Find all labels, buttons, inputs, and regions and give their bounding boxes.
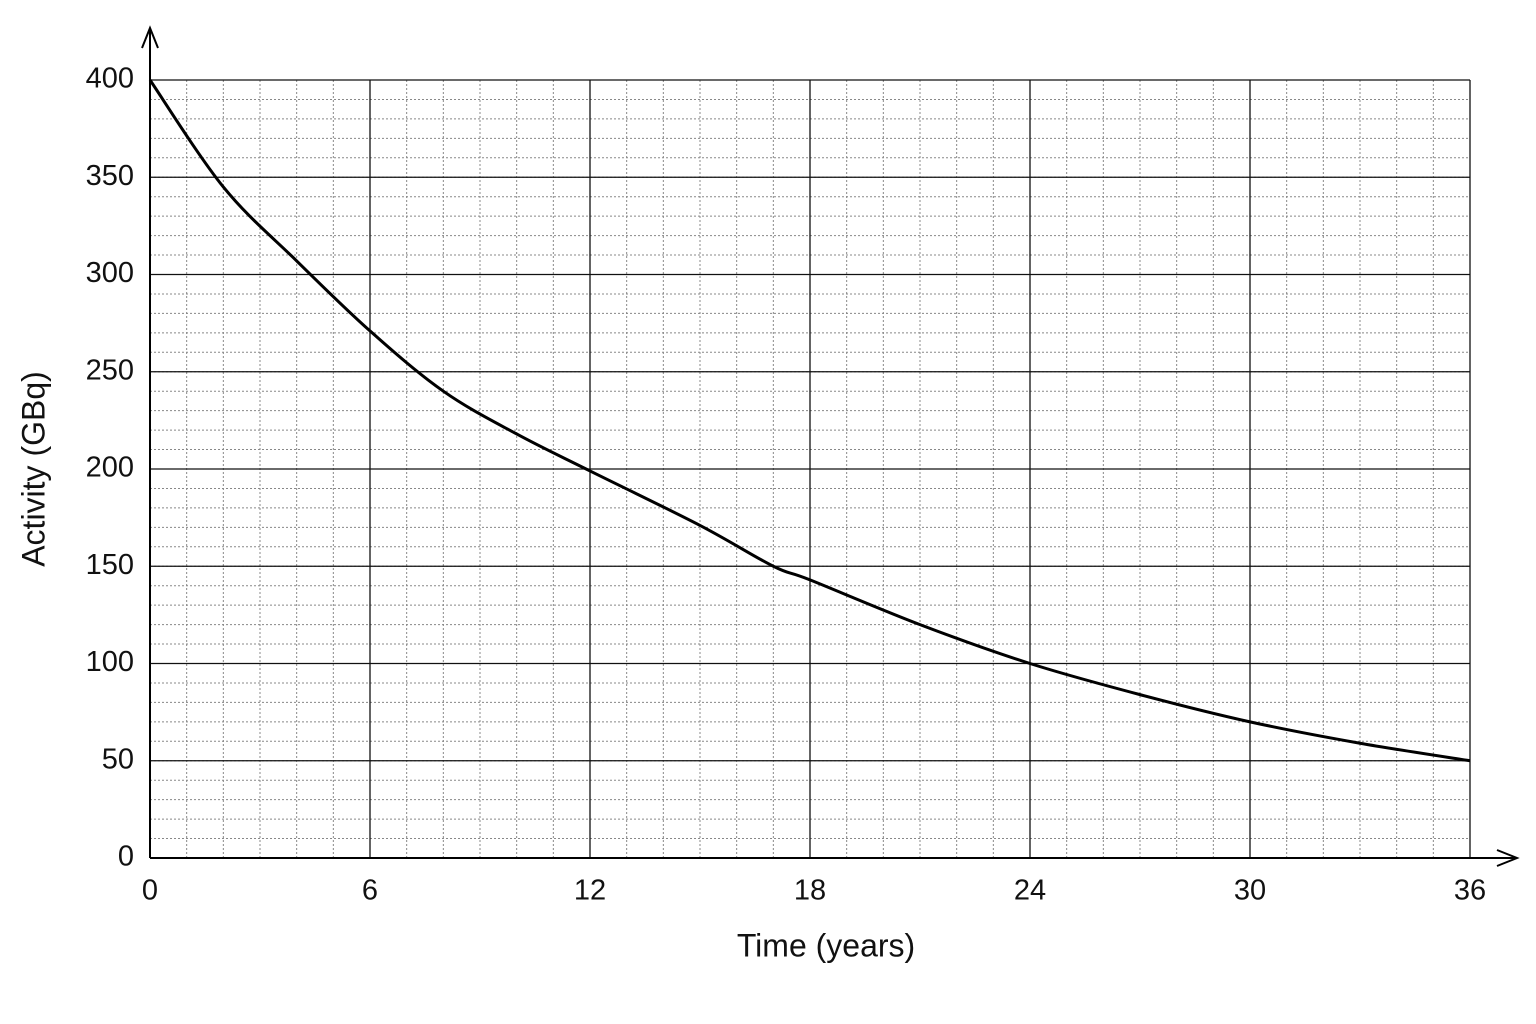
- y-tick-label: 400: [86, 63, 134, 95]
- y-tick-label: 200: [86, 452, 134, 484]
- y-tick-label: 300: [86, 257, 134, 289]
- y-tick-label: 0: [118, 841, 134, 873]
- x-tick-label: 30: [1234, 875, 1266, 907]
- x-tick-label: 12: [574, 875, 606, 907]
- x-axis-label: Time (years): [737, 927, 915, 963]
- y-tick-label: 250: [86, 354, 134, 386]
- x-tick-label: 36: [1454, 875, 1486, 907]
- y-tick-label: 350: [86, 160, 134, 192]
- x-tick-label: 18: [794, 875, 826, 907]
- decay-curve: [148, 79, 1471, 763]
- y-tick-label: 150: [86, 549, 134, 581]
- y-tick-label: 100: [86, 646, 134, 678]
- y-axis-arrow: [141, 25, 159, 49]
- y-axis-label: Activity (GBq): [15, 371, 51, 567]
- x-axis-arrow: [1496, 849, 1520, 867]
- x-tick-label: 0: [142, 875, 158, 907]
- x-tick-label: 6: [362, 875, 378, 907]
- x-tick-label: 24: [1014, 875, 1046, 907]
- y-tick-label: 50: [102, 743, 134, 775]
